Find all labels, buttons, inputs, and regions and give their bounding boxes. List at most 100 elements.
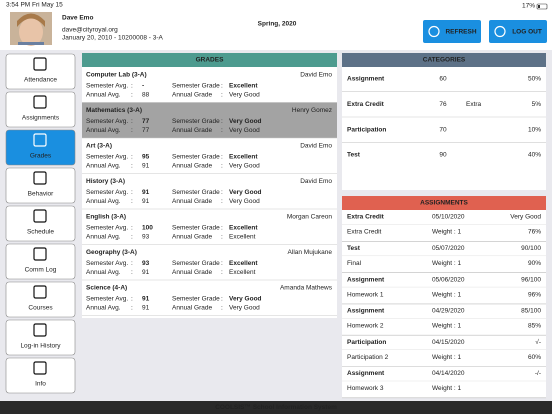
nav-label: Comm Log (25, 267, 57, 274)
category-percent: 10% (528, 126, 541, 133)
nav-icon (33, 133, 47, 147)
grade-sep: : (131, 83, 133, 90)
assignment-weight: Weight : 1 (432, 229, 462, 236)
grade-value: 100 (142, 225, 153, 232)
grade-value: Very Good (229, 118, 262, 125)
nav-icon (33, 209, 47, 223)
grade-label: Annual Avg. (86, 305, 121, 312)
grade-sep: : (131, 234, 133, 241)
nav-icon (33, 247, 47, 261)
grade-sep: : (221, 154, 223, 161)
assignments-title: ASSIGNMENTS (420, 200, 468, 207)
nav-button[interactable] (5, 53, 76, 90)
grade-sep: : (131, 92, 133, 99)
grade-label: Annual Grade (172, 92, 212, 99)
nav-icon (33, 171, 47, 185)
grade-value: 93 (142, 260, 150, 267)
assignment-weight: Weight : 1 (432, 260, 462, 267)
grade-label: Semester Avg. (86, 118, 128, 125)
grade-value: 91 (142, 296, 150, 303)
grade-label: Annual Grade (172, 234, 212, 241)
category-name: Assignment (347, 76, 385, 83)
categories-title: CATEGORIES (423, 57, 466, 64)
grade-value: Very Good (229, 198, 260, 205)
footer-bar (0, 401, 552, 414)
category-value: 60 (439, 76, 447, 83)
course: English (3-A) (86, 214, 126, 221)
course: Science (4-A) (86, 285, 127, 292)
grade-label: Semester Avg. (86, 260, 128, 267)
grade-sep: : (221, 225, 223, 232)
nav-button[interactable] (5, 281, 76, 318)
header-button-label: LOG OUT (512, 29, 542, 36)
assignment-score: 85/100 (521, 308, 541, 315)
assignment-category: Test (347, 245, 361, 252)
category-value: 90 (439, 152, 447, 159)
grade-sep: : (131, 189, 133, 196)
nav-label: Info (35, 381, 46, 388)
grade-sep: : (221, 92, 223, 99)
assignment-name: Homework 1 (347, 291, 384, 298)
teacher: David Emo (300, 178, 332, 185)
assignment-date: 05/10/2020 (432, 214, 465, 221)
assignment-percent: 76% (528, 229, 541, 236)
categories-panel (342, 53, 546, 190)
grade-label: Semester Grade (172, 83, 220, 90)
status-battery: 17% (522, 3, 535, 10)
grade-label: Annual Grade (172, 269, 212, 276)
grade-sep: : (221, 189, 223, 196)
nav-button[interactable] (5, 91, 76, 128)
teacher: David Emo (300, 72, 332, 79)
nav-button[interactable] (5, 243, 76, 280)
grade-label: Semester Grade (172, 260, 220, 267)
nav-button[interactable] (5, 167, 76, 204)
nav-button[interactable] (5, 129, 76, 166)
assignment-percent: 90% (528, 260, 541, 267)
nav-label: Courses (28, 305, 53, 312)
photo (10, 12, 52, 46)
nav-label: Schedule (27, 229, 54, 236)
nav-label: Assignments (22, 115, 60, 122)
grade-sep: : (131, 154, 133, 161)
grade-label: Semester Avg. (86, 296, 128, 303)
assignment-date: 04/15/2020 (432, 339, 465, 346)
battery-level (538, 5, 540, 8)
grade-sep: : (131, 118, 133, 125)
grade-sep: : (131, 198, 133, 205)
grade-value: Very Good (229, 189, 262, 196)
course: History (3-A) (86, 178, 125, 185)
header-button[interactable] (489, 20, 547, 43)
nav-button[interactable] (5, 205, 76, 242)
grade-value: 91 (142, 163, 150, 170)
grade-sep: : (221, 198, 223, 205)
nav-icon (33, 323, 47, 337)
student-info: January 20, 2010 - 10200008 - 3-A (62, 35, 163, 42)
grade-label: Semester Grade (172, 296, 220, 303)
grade-value: 77 (142, 127, 150, 134)
assignment-name: Homework 3 (347, 385, 384, 392)
grade-value: Very Good (229, 92, 260, 99)
nav-icon (33, 285, 47, 299)
student-name: Dave Emo (62, 15, 93, 22)
teacher: Allan Mujukane (288, 249, 333, 256)
grade-value: Very Good (229, 296, 262, 303)
course: Geography (3-A) (86, 249, 137, 256)
grade-value: 91 (142, 269, 150, 276)
course: Mathematics (3-A) (86, 107, 142, 114)
nav-button[interactable] (5, 319, 76, 356)
nav-button[interactable] (5, 357, 76, 394)
header-button[interactable] (423, 20, 481, 43)
assignment-date: 05/06/2020 (432, 276, 465, 283)
grade-label: Semester Grade (172, 225, 220, 232)
assignment-score: Very Good (510, 214, 541, 221)
assignment-name: Extra Credit (347, 229, 382, 236)
grade-value: 91 (142, 198, 150, 205)
nav-icon (33, 95, 47, 109)
grade-value: 91 (142, 189, 150, 196)
nav-label: Log-in History (20, 343, 61, 350)
assignment-date: 04/14/2020 (432, 370, 465, 377)
assignment-category: Assignment (347, 370, 385, 377)
teacher: Morgan Careon (287, 214, 333, 221)
assignment-weight: Weight : 1 (432, 323, 462, 330)
